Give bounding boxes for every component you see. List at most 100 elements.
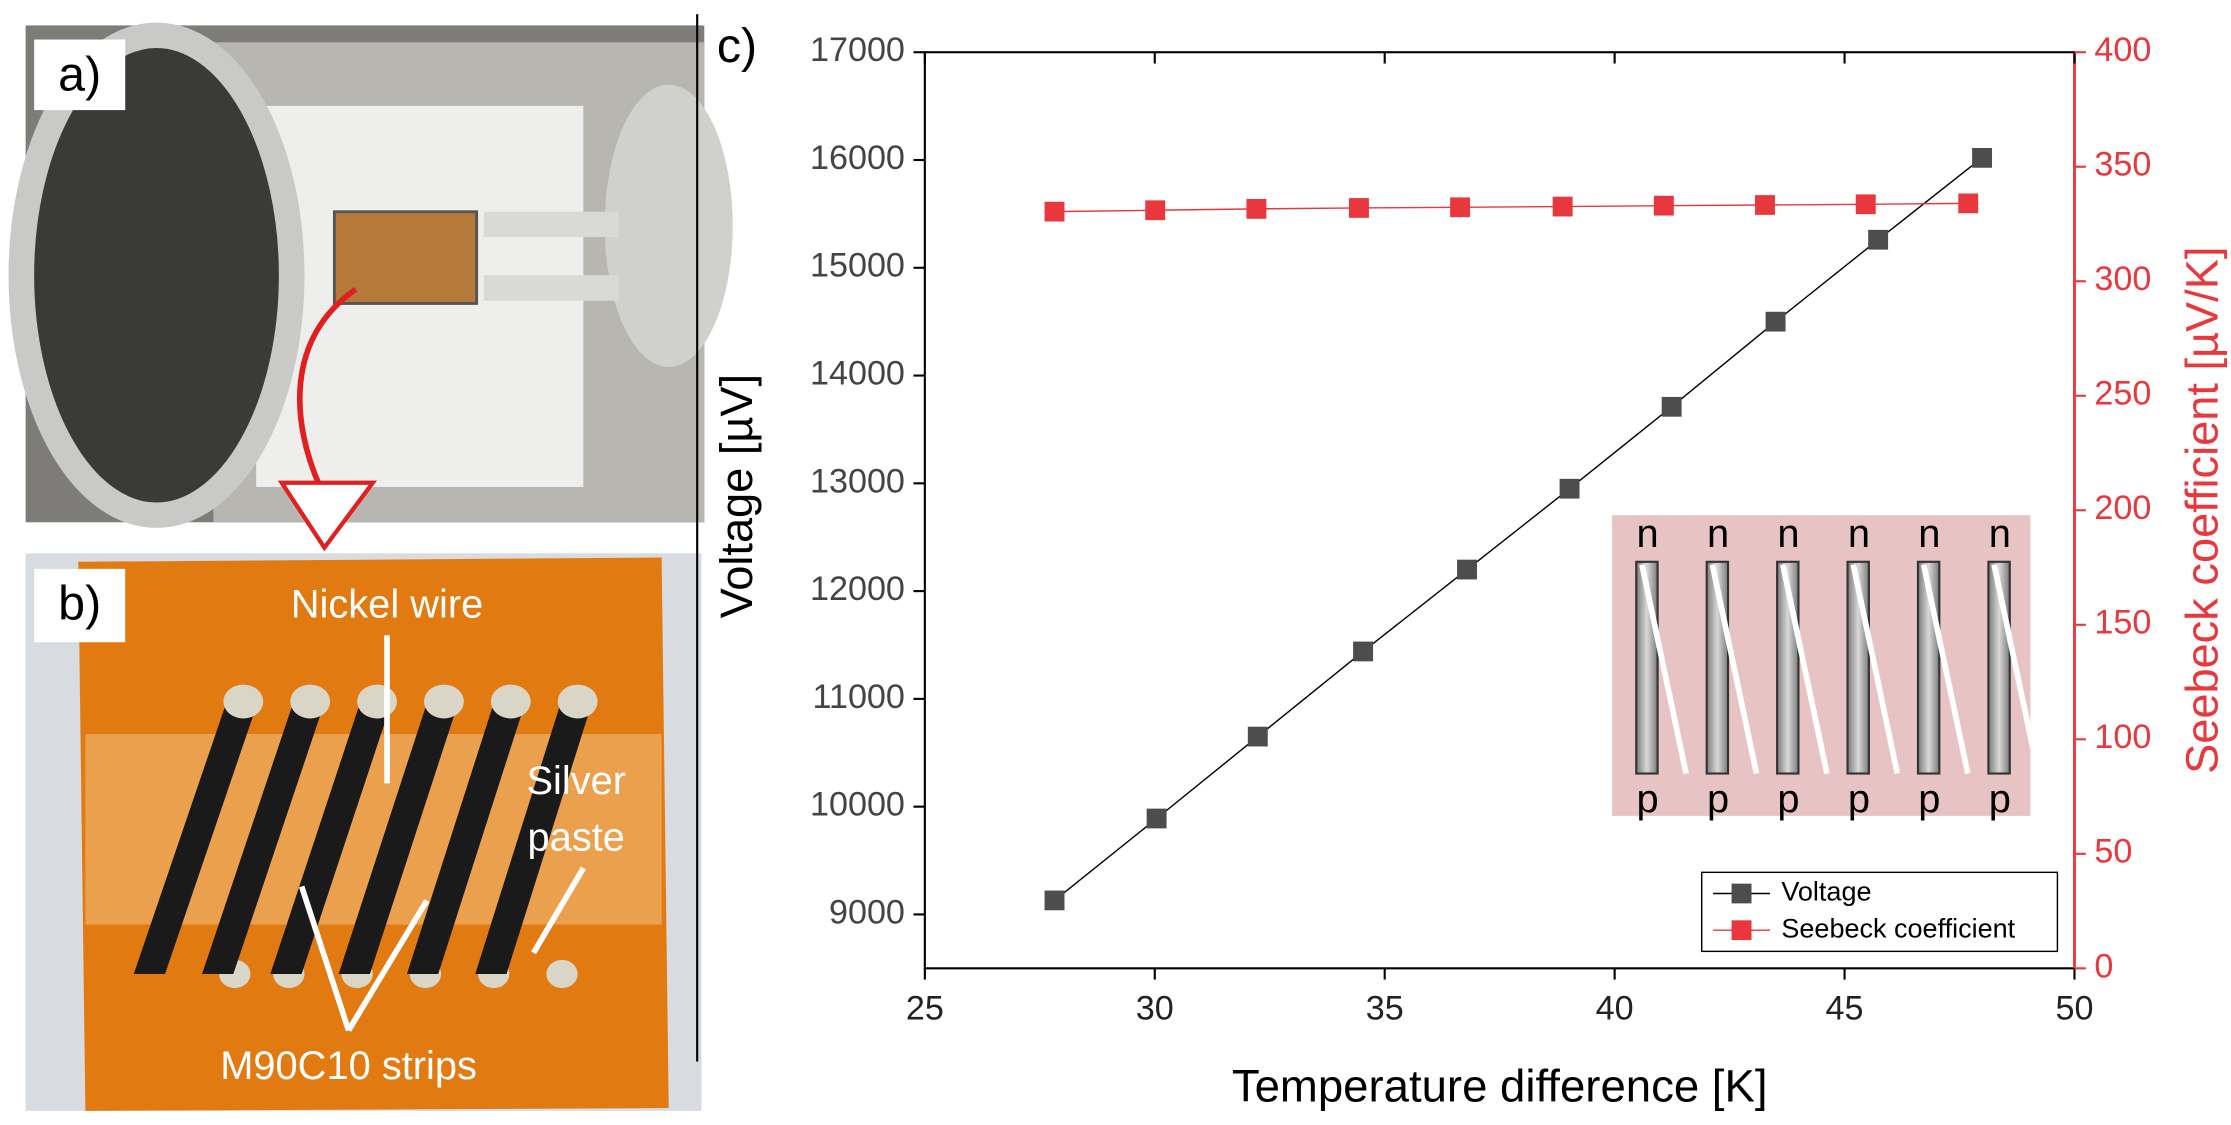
silver-pad — [557, 684, 598, 719]
label-bg — [34, 39, 126, 111]
marker — [1765, 311, 1786, 332]
panel-label: c) — [717, 19, 757, 73]
y-tick-label: 10000 — [810, 786, 905, 824]
inset-label-p: p — [1637, 777, 1659, 821]
y-tick-label: 17000 — [810, 31, 905, 69]
silver-pad — [424, 684, 464, 719]
strip — [133, 698, 259, 974]
marker — [1958, 193, 1979, 214]
legend-marker — [1731, 883, 1752, 904]
y-tick-label: 12000 — [810, 570, 905, 608]
inset-label-p: p — [1707, 777, 1729, 821]
strip — [202, 698, 326, 974]
plot-frame — [923, 51, 2076, 970]
label-bg — [34, 568, 126, 643]
legend-box — [1700, 871, 2059, 953]
y-tick-label: 16000 — [810, 139, 905, 177]
inset-label-n: n — [1989, 512, 2011, 556]
photo-label: paste — [528, 815, 625, 859]
marker — [1661, 396, 1682, 417]
y2-axis-title: Seebeck coefficient [µV/K] — [2176, 247, 2227, 774]
inset-wire — [1920, 564, 1971, 775]
x-tick-label: 35 — [1366, 990, 1404, 1028]
series-line — [1054, 157, 1983, 901]
inset-bars — [1635, 560, 2031, 775]
marker — [1353, 641, 1374, 662]
white-arrow — [298, 885, 352, 1032]
inset-wire — [1709, 564, 1760, 775]
photo-a-clamp — [483, 275, 619, 301]
inset-label-n: n — [1848, 512, 1870, 556]
y2-tick-label: 200 — [2094, 489, 2151, 527]
photo-a-ring — [8, 22, 305, 528]
x-tick-label: 50 — [2055, 990, 2093, 1028]
strip — [338, 698, 460, 974]
inset-wire — [1639, 564, 1689, 775]
marker — [1457, 559, 1477, 580]
silver-pad — [290, 684, 331, 719]
red-arrow-head — [277, 480, 378, 552]
marker — [1972, 147, 1993, 168]
photo-label: M90C10 strips — [220, 1044, 477, 1088]
photo-a-disc — [604, 84, 733, 368]
panel-label: a) — [58, 47, 101, 101]
marker — [1044, 890, 1065, 911]
x-tick-label: 30 — [1136, 990, 1174, 1028]
marker — [1246, 198, 1267, 219]
photo-a-sample — [332, 210, 479, 305]
y2-tick-label: 50 — [2094, 833, 2132, 871]
inset-label-n: n — [1918, 512, 1940, 556]
y-tick-label: 14000 — [810, 355, 905, 393]
white-arrow — [346, 899, 430, 1032]
inset-label-p: p — [1777, 777, 1799, 821]
y2-tick-label: 150 — [2094, 604, 2151, 642]
y2-tick-label: 300 — [2094, 260, 2151, 298]
panel-label: b) — [58, 577, 101, 631]
legend-label: Seebeck coefficient — [1781, 913, 2015, 943]
marker — [1552, 196, 1573, 217]
y2-tick-label: 0 — [2094, 947, 2113, 985]
legend-marker — [1731, 920, 1752, 941]
y2-tick-label: 100 — [2094, 718, 2151, 756]
inset-label-p: p — [1848, 777, 1870, 821]
inset-label-p: p — [1989, 777, 2011, 821]
marker — [1559, 478, 1580, 499]
y-tick-label: 11000 — [813, 678, 905, 716]
red-arrow — [296, 287, 358, 489]
silver-pad — [223, 684, 264, 719]
strip — [475, 698, 594, 974]
x-tick-label: 45 — [1826, 990, 1864, 1028]
y-axis-title: Voltage [µV] — [711, 374, 762, 618]
x-tick-label: 25 — [906, 990, 944, 1028]
y2-tick-label: 400 — [2094, 31, 2151, 69]
strip — [406, 698, 527, 974]
marker — [1145, 200, 1166, 221]
x-axis-title: Temperature difference [K] — [1232, 1061, 1768, 1112]
silver-pad — [546, 959, 578, 989]
inset-wire — [1780, 564, 1830, 775]
inset-wire — [1991, 564, 2031, 751]
inset-label-n: n — [1707, 512, 1729, 556]
marker — [1755, 195, 1775, 215]
photo-label: Silver — [526, 759, 626, 803]
marker — [1450, 197, 1471, 218]
legend-label: Voltage — [1781, 877, 1871, 907]
silver-pad — [490, 684, 531, 719]
white-arrow — [531, 866, 586, 955]
marker — [1247, 726, 1268, 747]
inset-label-n: n — [1637, 512, 1659, 556]
marker — [1855, 194, 1876, 215]
y-tick-label: 9000 — [829, 893, 905, 931]
photo-label: Nickel wire — [291, 583, 484, 627]
strip — [270, 698, 393, 974]
marker — [1868, 229, 1889, 250]
inset-label-p: p — [1918, 777, 1940, 821]
marker — [1348, 198, 1369, 218]
y-tick-label: 13000 — [810, 462, 905, 500]
marker — [1653, 195, 1674, 216]
photo-a-clamp — [483, 211, 619, 238]
inset-label-n: n — [1777, 512, 1799, 556]
